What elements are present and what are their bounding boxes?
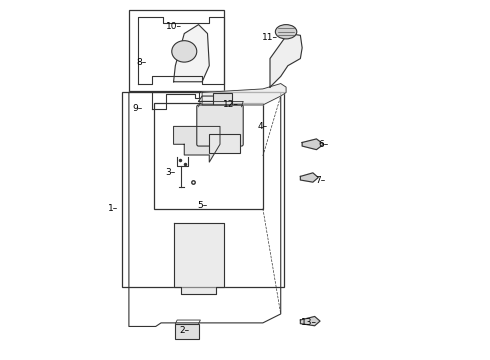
- Polygon shape: [173, 223, 223, 294]
- Polygon shape: [300, 173, 318, 182]
- Text: 5–: 5–: [197, 201, 207, 210]
- Polygon shape: [173, 126, 220, 162]
- Bar: [122, 93, 284, 287]
- Text: 6–: 6–: [318, 140, 329, 149]
- Bar: [209, 134, 240, 153]
- Text: 8–: 8–: [136, 58, 147, 67]
- Text: 3–: 3–: [165, 168, 175, 177]
- Polygon shape: [300, 316, 320, 326]
- Polygon shape: [202, 84, 286, 105]
- Bar: [154, 103, 263, 208]
- Bar: [175, 324, 198, 339]
- Text: 10–: 10–: [166, 22, 182, 31]
- Ellipse shape: [172, 41, 197, 62]
- Text: 11–: 11–: [262, 33, 278, 42]
- Bar: [129, 10, 223, 91]
- Polygon shape: [270, 33, 302, 87]
- Text: 4–: 4–: [258, 122, 268, 131]
- Text: 9–: 9–: [133, 104, 143, 113]
- Text: 12–: 12–: [223, 100, 239, 109]
- Polygon shape: [302, 139, 323, 150]
- Text: 2–: 2–: [179, 325, 189, 334]
- Ellipse shape: [275, 24, 297, 39]
- Text: 7–: 7–: [315, 176, 325, 185]
- FancyBboxPatch shape: [197, 105, 243, 146]
- Polygon shape: [173, 24, 209, 82]
- Text: 1–: 1–: [108, 204, 118, 213]
- Text: 13–: 13–: [301, 318, 318, 327]
- Bar: [213, 93, 232, 107]
